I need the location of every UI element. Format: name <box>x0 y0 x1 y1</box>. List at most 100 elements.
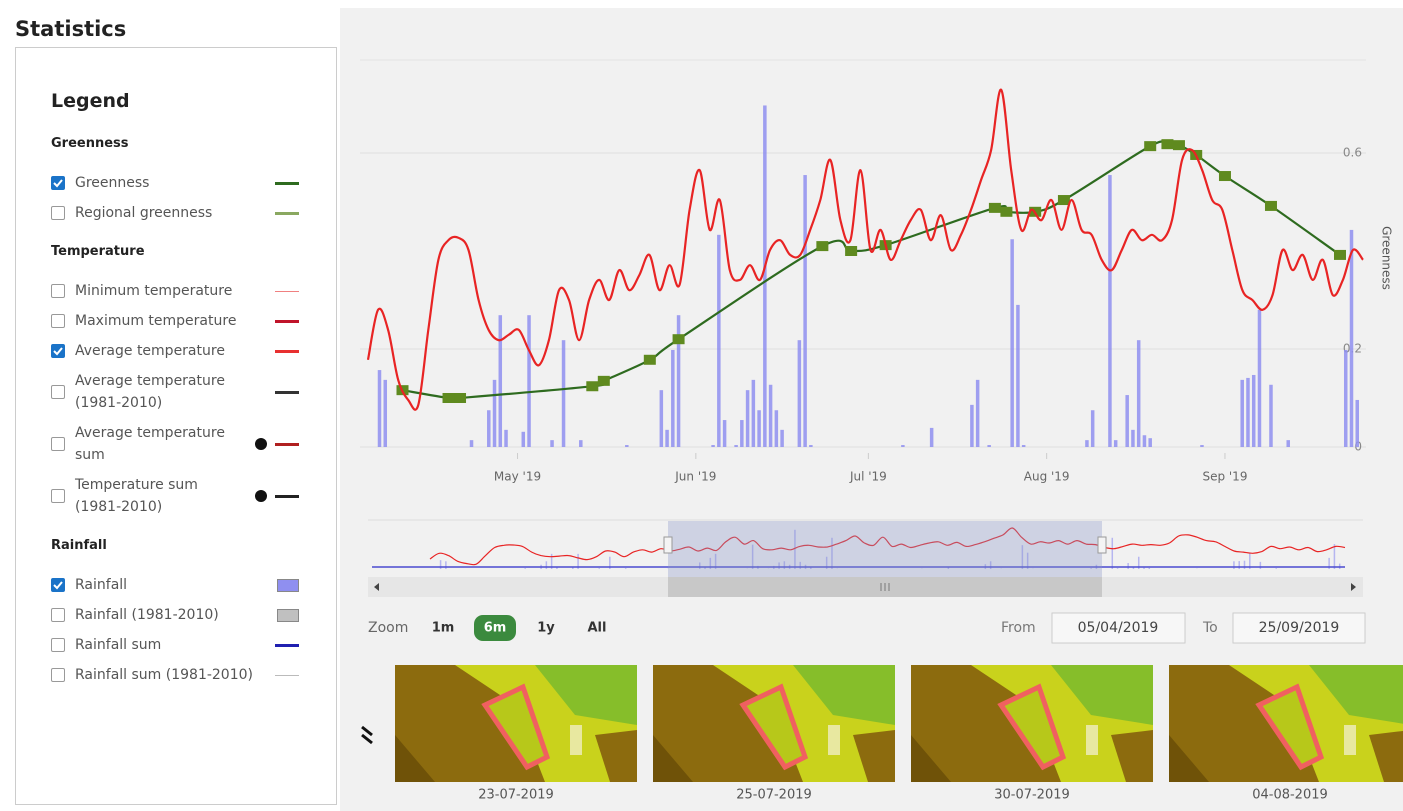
thumbnail-date: 30-07-2019 <box>994 788 1070 803</box>
legend-item[interactable]: Rainfall sum <box>51 630 299 660</box>
thumbnail[interactable] <box>653 665 895 782</box>
legend-label: Rainfall sum <box>75 637 162 653</box>
rain-bar <box>383 379 388 447</box>
navigator-bar <box>794 529 796 569</box>
legend-item[interactable]: Rainfall (1981-2010) <box>51 600 299 630</box>
checkbox[interactable] <box>51 437 65 451</box>
from-label: From <box>1001 620 1036 636</box>
greenness-marker <box>816 241 829 252</box>
rain-bar <box>625 445 629 447</box>
legend-item[interactable]: Regional greenness <box>51 198 299 228</box>
checkbox[interactable] <box>51 608 65 622</box>
y-tick-label: 0.6 <box>1343 146 1362 160</box>
navigator-bar <box>1259 561 1262 569</box>
navigator-handle[interactable] <box>663 536 673 554</box>
navigator-handle[interactable] <box>1097 536 1107 554</box>
legend-swatch <box>275 643 299 647</box>
checkbox[interactable] <box>51 638 65 652</box>
thumbnail[interactable] <box>1169 665 1403 782</box>
checkbox[interactable] <box>51 344 65 358</box>
x-tick-label: May '19 <box>494 470 541 484</box>
scroll-left[interactable] <box>374 583 379 591</box>
thumbnail[interactable] <box>395 665 637 782</box>
series-line <box>366 88 1364 411</box>
rain-bar <box>970 404 974 447</box>
rain-bar <box>527 315 531 447</box>
navigator-bar <box>698 562 701 569</box>
section-title: Statistics <box>15 17 127 41</box>
checkbox[interactable] <box>51 385 65 399</box>
greenness-marker <box>988 202 1001 213</box>
y-axis-label: Greenness <box>1380 226 1394 290</box>
x-tick-label: Aug '19 <box>1024 470 1070 484</box>
legend-label: Greenness <box>75 175 150 191</box>
info-icon <box>255 438 267 450</box>
greenness-marker <box>442 393 455 403</box>
navigator-bar <box>1090 568 1092 569</box>
navigator-bar <box>1137 556 1140 569</box>
legend-item[interactable]: Greenness <box>51 168 299 198</box>
greenness-marker <box>586 381 599 392</box>
zoom-button[interactable]: All <box>588 621 607 636</box>
rain-bar <box>1016 304 1020 447</box>
navigator-bar <box>1132 567 1135 569</box>
rain-bar <box>1021 445 1026 447</box>
rain-bar <box>1142 435 1147 447</box>
checkbox[interactable] <box>51 489 65 503</box>
zoom-button[interactable]: 1y <box>537 621 555 636</box>
navigator-bar <box>778 562 780 569</box>
checkbox[interactable] <box>51 314 65 328</box>
zoom-button[interactable]: 1m <box>432 621 455 636</box>
legend-label: Rainfall <box>75 577 128 593</box>
legend-label: Average temperature sum <box>75 425 225 463</box>
checkbox[interactable] <box>51 206 65 220</box>
legend-item[interactable]: Rainfall <box>51 570 299 600</box>
rain-bar <box>1113 440 1118 447</box>
checkbox[interactable] <box>51 578 65 592</box>
legend-label: Minimum temperature <box>75 283 233 299</box>
legend-swatch <box>275 674 299 676</box>
thumbnail[interactable] <box>911 665 1153 782</box>
legend-item[interactable]: Average temperature (1981-2010) <box>51 366 299 418</box>
legend-swatch <box>277 608 299 622</box>
navigator-bar <box>1275 568 1277 569</box>
rain-bar <box>1108 175 1112 448</box>
legend-item[interactable]: Average temperature <box>51 336 299 366</box>
navigator-bar <box>1328 557 1330 569</box>
rain-bar <box>1136 340 1141 447</box>
navigator-bar <box>810 567 812 569</box>
legend-group-title: Rainfall <box>51 538 107 553</box>
navigator-bar <box>1333 544 1336 569</box>
legend-swatch <box>275 442 299 446</box>
prev-arrow[interactable] <box>361 725 373 745</box>
navigator-bar <box>598 568 600 569</box>
rain-bar <box>550 440 554 447</box>
rain-bar <box>734 445 738 447</box>
legend-item[interactable]: Minimum temperature <box>51 276 299 306</box>
navigator-bar <box>1127 563 1129 569</box>
checkbox[interactable] <box>51 284 65 298</box>
legend-item[interactable]: Temperature sum (1981-2010) <box>51 470 299 522</box>
info-icon <box>255 490 267 502</box>
from-input[interactable] <box>1051 612 1186 644</box>
rain-bar <box>929 427 934 447</box>
scroll-right[interactable] <box>1351 583 1356 591</box>
checkbox[interactable] <box>51 668 65 682</box>
thumbnail-date: 25-07-2019 <box>736 788 812 803</box>
legend-item[interactable]: Rainfall sum (1981-2010) <box>51 660 299 690</box>
rain-bar <box>1257 309 1262 447</box>
checkbox[interactable] <box>51 176 65 190</box>
legend-item[interactable]: Average temperature sum <box>51 418 299 470</box>
zoom-button[interactable]: 6m <box>484 621 507 636</box>
to-input[interactable] <box>1232 612 1366 644</box>
legend-item[interactable]: Maximum temperature <box>51 306 299 336</box>
navigator-bar <box>556 567 558 569</box>
navigator-bar <box>751 544 754 569</box>
legend-swatch <box>275 181 299 185</box>
navigator-bar <box>609 556 611 569</box>
rain-bar <box>717 234 721 447</box>
rain-bar <box>1240 379 1244 447</box>
rain-bar <box>975 379 980 447</box>
from-value: 05/04/2019 <box>1078 620 1159 636</box>
navigator-bar <box>545 561 548 569</box>
